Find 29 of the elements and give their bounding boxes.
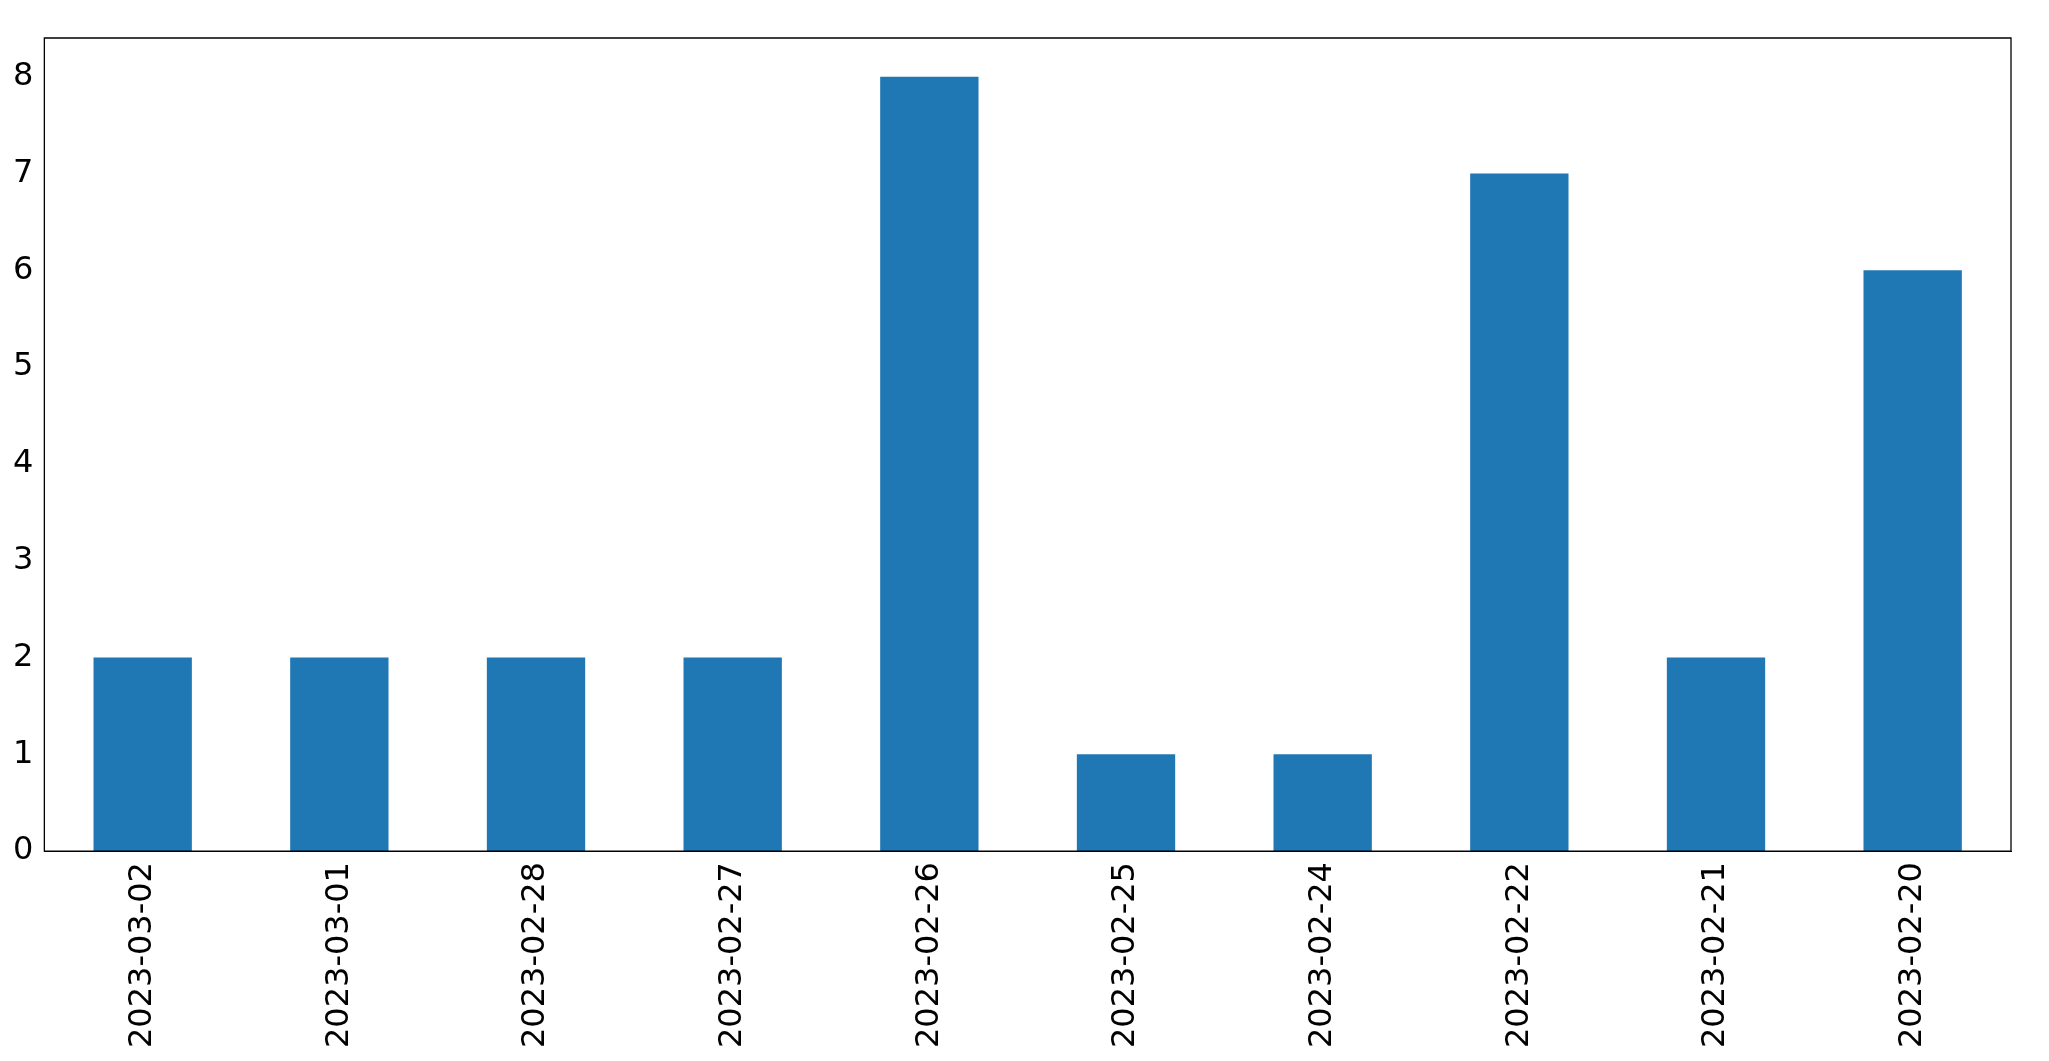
bar xyxy=(1076,754,1176,852)
x-tick-label: 2023-02-26 xyxy=(907,862,946,1048)
bar xyxy=(486,657,586,852)
y-tick-label: 0 xyxy=(13,829,34,868)
bar xyxy=(1470,173,1569,852)
x-tick-label: 2023-02-27 xyxy=(711,862,749,1048)
y-tick-label: 5 xyxy=(13,345,34,384)
x-tick-label: 2023-02-24 xyxy=(1300,862,1339,1048)
bar xyxy=(880,76,979,852)
y-tick-label: 8 xyxy=(13,55,34,94)
x-tick-label: 2023-02-22 xyxy=(1497,862,1536,1048)
bar xyxy=(683,657,782,852)
y-tick-label: 2 xyxy=(13,635,34,674)
y-tick-label: 3 xyxy=(13,538,34,577)
y-tick-label: 7 xyxy=(13,151,34,190)
x-tick-label: 2023-02-28 xyxy=(514,862,553,1048)
x-tick-label: 2023-03-02 xyxy=(121,862,159,1048)
bar xyxy=(1273,754,1372,852)
x-tick-label: 2023-02-25 xyxy=(1104,862,1143,1048)
y-tick-label: 1 xyxy=(13,732,34,771)
bar xyxy=(290,657,389,852)
bar xyxy=(93,657,192,852)
bar xyxy=(1666,657,1766,852)
x-tick-label: 2023-02-21 xyxy=(1694,862,1733,1048)
y-tick-label: 4 xyxy=(13,442,34,481)
y-tick-label: 6 xyxy=(13,248,34,287)
x-tick-label: 2023-03-01 xyxy=(317,862,356,1048)
bar xyxy=(1863,270,1962,852)
x-tick-label: 2023-02-20 xyxy=(1890,862,1929,1048)
